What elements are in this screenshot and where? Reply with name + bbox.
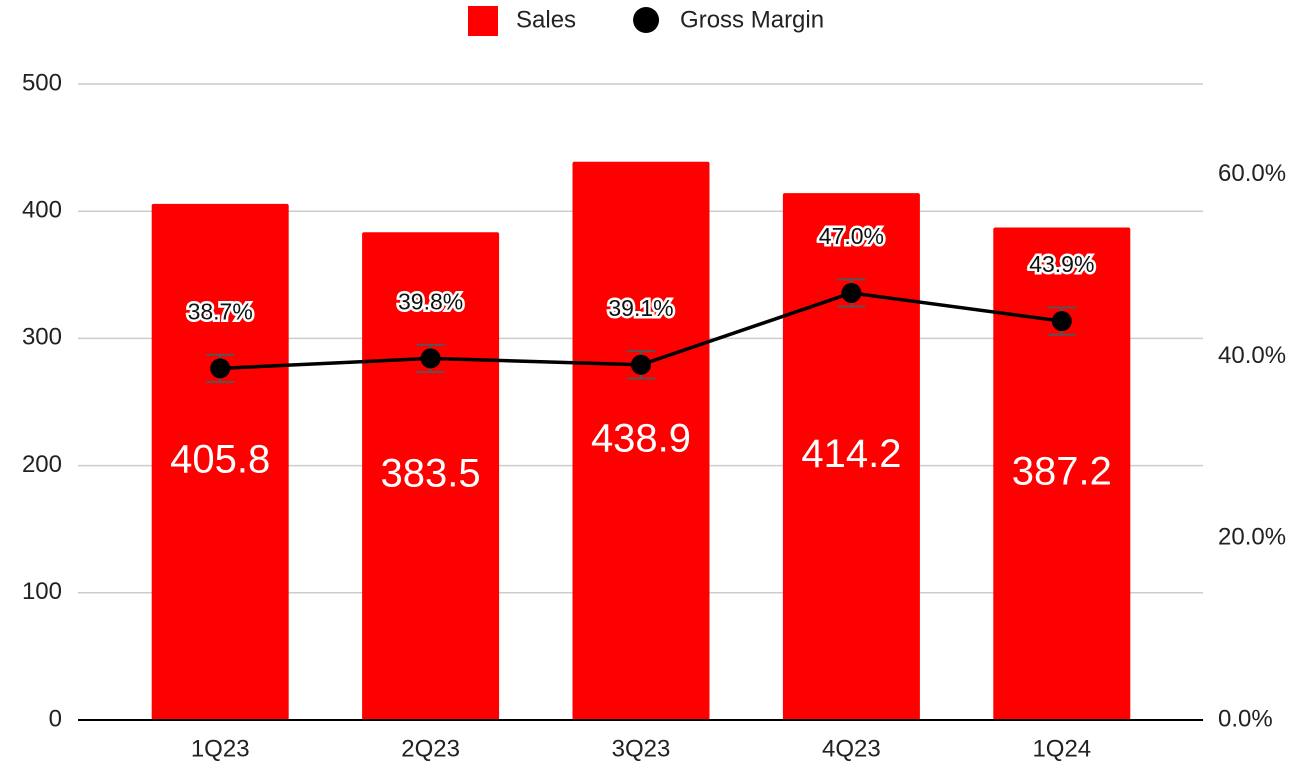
point [841,282,862,303]
point-value-label: 43.9% [1029,251,1094,277]
x-tick-label: 3Q23 [612,735,671,762]
y2-tick-label: 0.0% [1218,705,1273,732]
bar-value-label: 383.5 [381,452,481,496]
point-value-label: 47.0% [819,223,884,249]
bar-value-label: 438.9 [591,416,691,460]
legend-marker [468,6,498,36]
point-value-label: 38.7% [188,298,253,324]
bar-value-label: 387.2 [1012,449,1112,493]
y-tick-label: 500 [22,69,62,96]
point [1051,311,1072,332]
point [210,358,231,379]
point [631,354,651,375]
bar-value-label: 405.8 [170,437,270,481]
bar [782,193,920,721]
x-tick-label: 1Q23 [191,735,250,762]
y-tick-label: 300 [22,324,62,351]
point-value-label: 39.1% [608,295,673,321]
legend-label: Gross Margin [680,6,824,33]
x-tick-label: 4Q23 [822,735,881,762]
y-tick-label: 0 [49,705,62,732]
x-tick-label: 1Q24 [1032,735,1091,762]
bar [572,161,710,721]
legend-marker [633,7,660,33]
x-tick-label: 2Q23 [401,735,460,762]
y-tick-label: 400 [22,197,62,224]
bar-value-label: 414.2 [801,432,901,476]
y-tick-label: 100 [22,578,62,605]
y2-tick-label: 40.0% [1218,342,1286,369]
y-tick-label: 200 [22,451,62,478]
bar [151,203,289,721]
point [420,348,441,369]
point-value-label: 39.8% [398,288,463,314]
y2-tick-label: 60.0% [1218,160,1286,187]
bar [993,227,1131,720]
y2-tick-label: 20.0% [1218,524,1286,551]
bar [362,232,500,721]
legend-label: Sales [516,6,576,33]
